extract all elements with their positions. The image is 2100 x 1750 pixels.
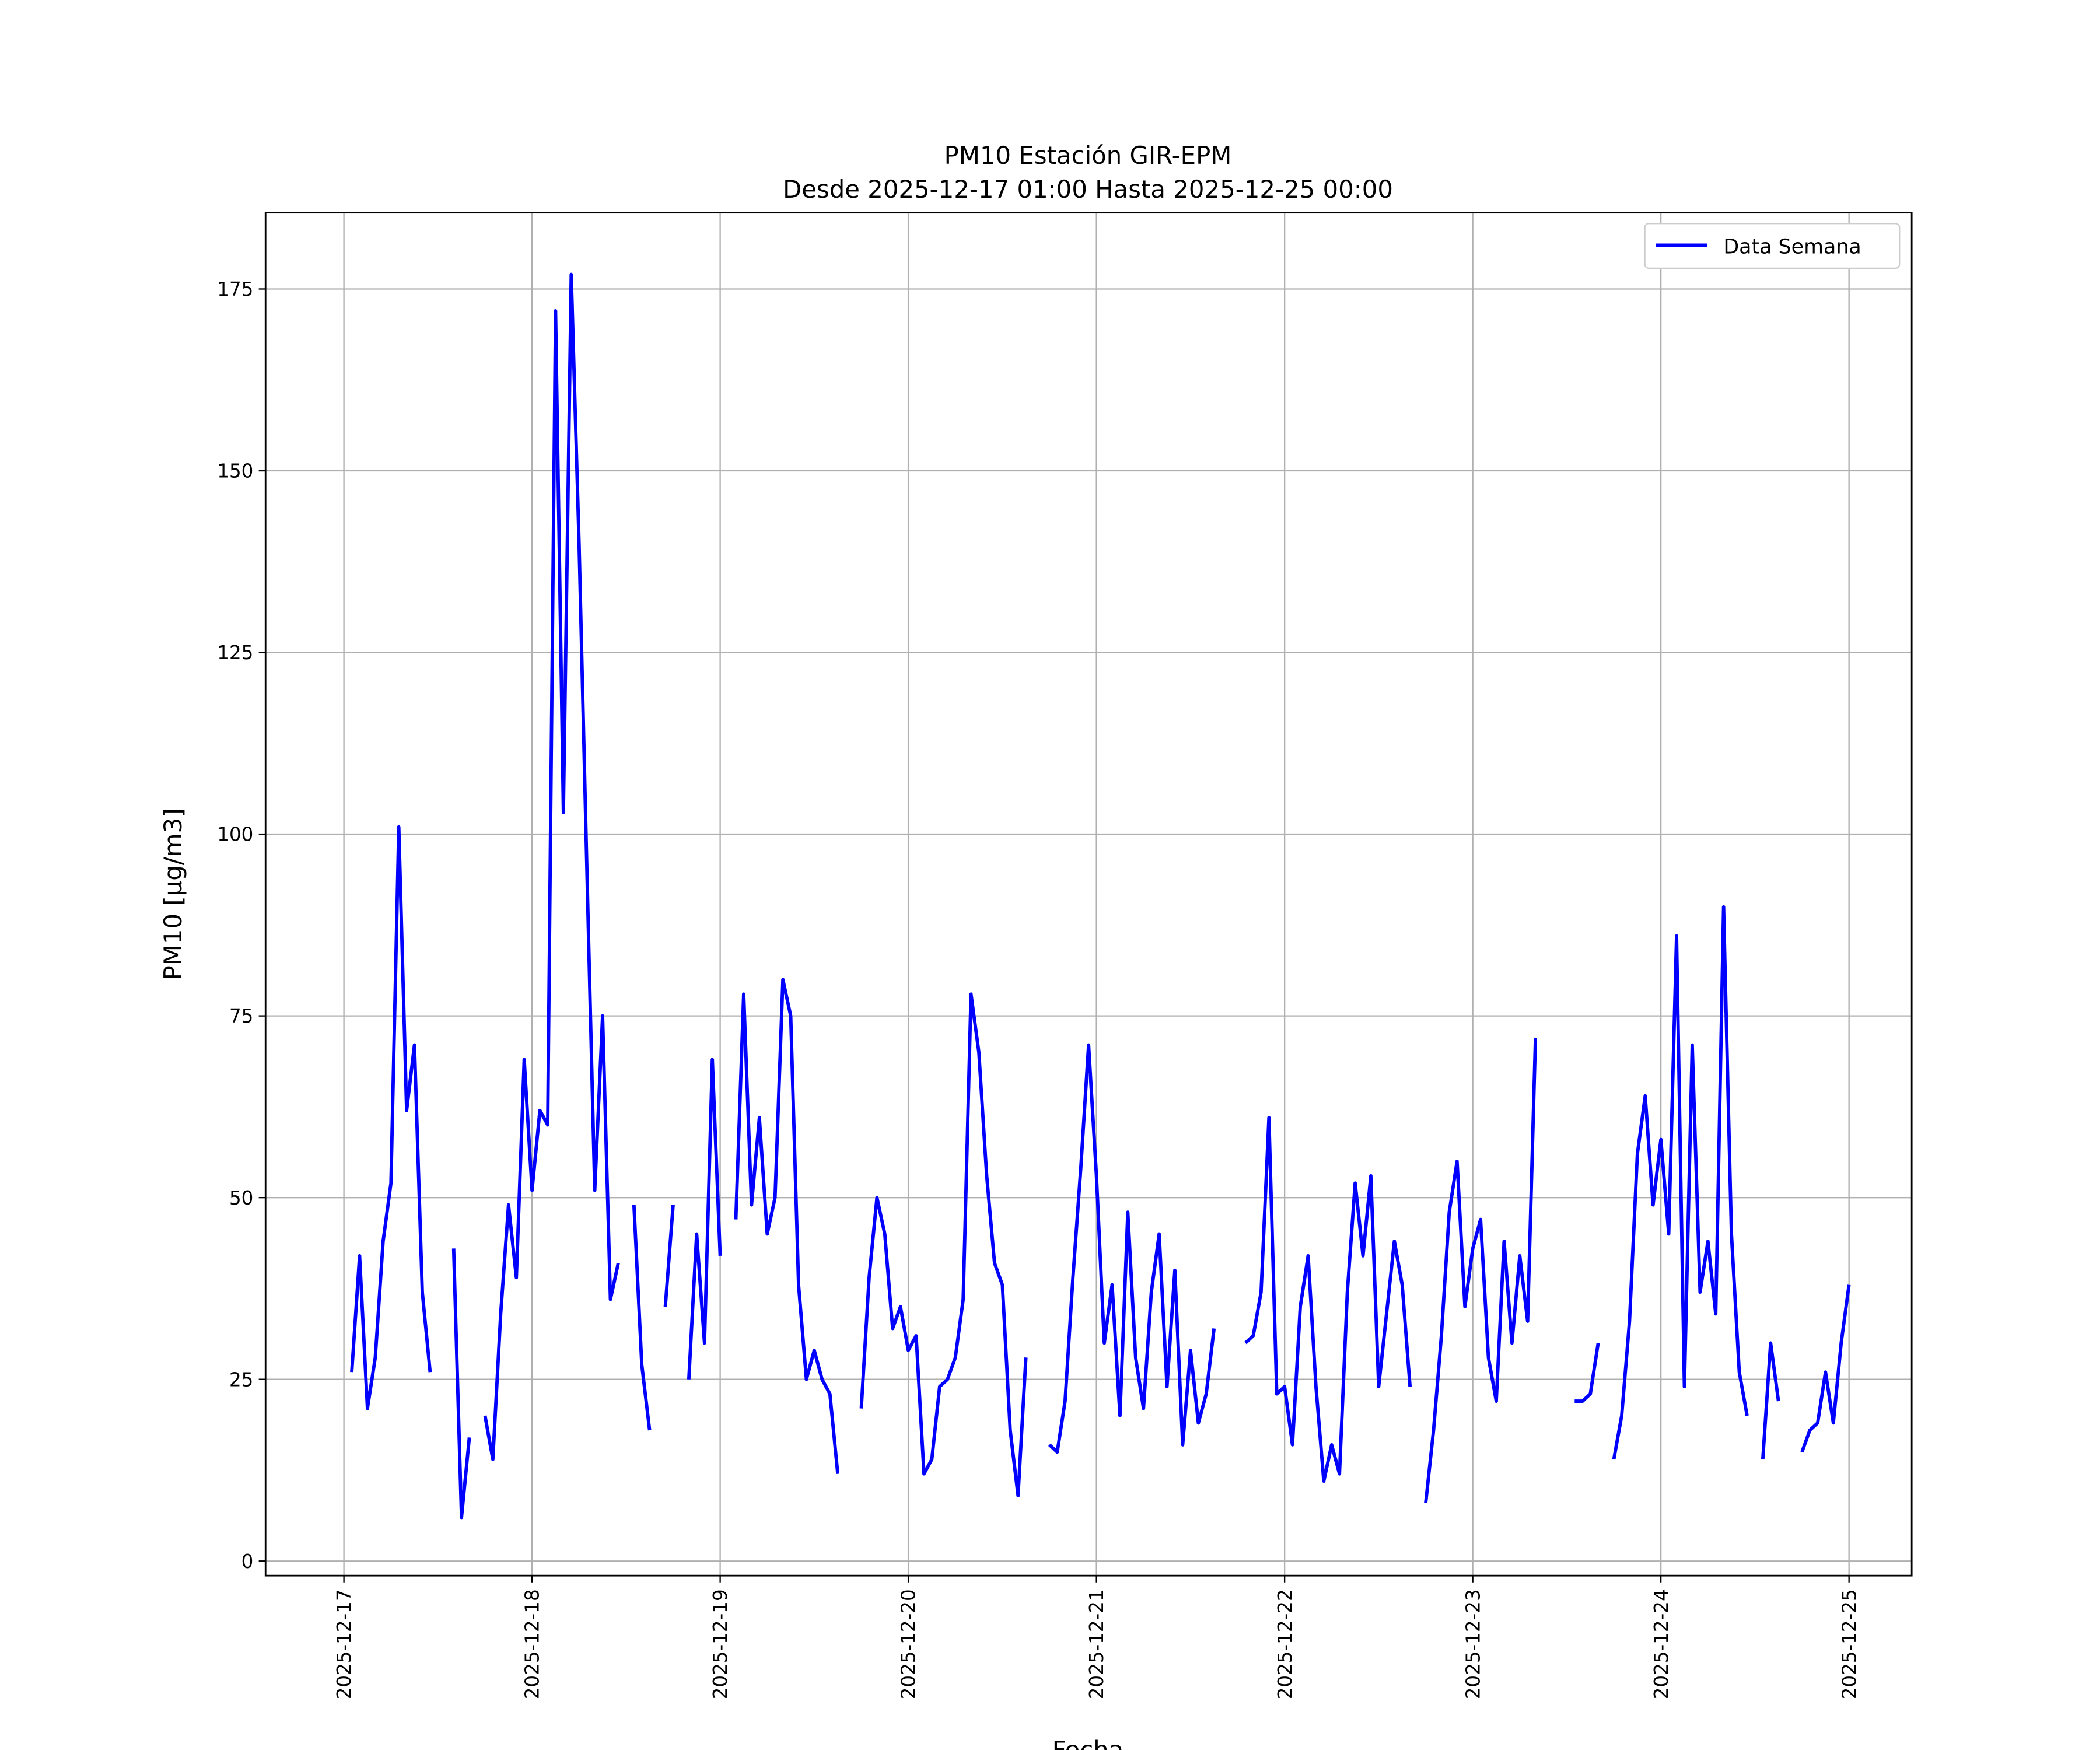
x-tick-label: 2025-12-25: [1838, 1589, 1860, 1699]
legend-box: [1644, 223, 1901, 270]
series-line-segment: [1760, 1341, 1780, 1460]
y-tick-label: 175: [217, 278, 253, 300]
series-line-segment: [663, 1205, 675, 1307]
x-tick-label: 2025-12-17: [333, 1589, 355, 1699]
legend-label: Data Semana: [1723, 235, 1861, 258]
x-tick-label: 2025-12-18: [522, 1589, 544, 1699]
series-line-segment: [1048, 1043, 1216, 1454]
legend: Data Semana: [1644, 223, 1901, 270]
series-line-segment: [483, 272, 620, 1461]
y-tick-label: 50: [229, 1187, 253, 1209]
series-line-segment: [452, 1248, 471, 1520]
series-line-segment: [350, 825, 432, 1410]
chart-subtitle: Desde 2025-12-17 01:00 Hasta 2025-12-25 …: [783, 175, 1393, 204]
series-line-segment: [1244, 1116, 1412, 1483]
x-tick-label: 2025-12-19: [709, 1589, 732, 1699]
y-tick-label: 25: [229, 1368, 253, 1391]
series-line-segment: [632, 1205, 652, 1431]
x-axis-label: Fecha: [1052, 1736, 1124, 1750]
series-line-segment: [1800, 1284, 1851, 1453]
y-tick-label: 150: [217, 460, 253, 482]
series-line-segment: [734, 978, 840, 1474]
y-tick-label: 0: [242, 1550, 254, 1573]
x-tick-label: 2025-12-23: [1462, 1589, 1484, 1699]
y-tick-label: 125: [217, 642, 253, 664]
series-line-segment: [1612, 905, 1749, 1460]
axes-frame: [264, 212, 1913, 1577]
y-tick-label: 75: [229, 1005, 253, 1027]
ticks: 2025-12-17 2025-12-18 2025-12-19 2025-12-20…: [217, 278, 1860, 1699]
y-axis-label: PM10 [μg/m3]: [159, 808, 187, 980]
chart-title: PM10 Estación GIR-EPM: [944, 141, 1232, 170]
series-line-segment: [1424, 1037, 1538, 1503]
x-tick-label: 2025-12-24: [1650, 1589, 1672, 1699]
grid: [265, 212, 1912, 1576]
x-tick-label: 2025-12-22: [1274, 1589, 1296, 1699]
x-tick-label: 2025-12-21: [1086, 1589, 1108, 1699]
series-line-segment: [687, 1058, 722, 1380]
series-lines: [350, 272, 1851, 1520]
series-line-segment: [1574, 1342, 1600, 1403]
y-tick-label: 100: [217, 824, 253, 846]
x-tick-label: 2025-12-20: [898, 1589, 920, 1699]
series-line-segment: [859, 992, 1028, 1497]
